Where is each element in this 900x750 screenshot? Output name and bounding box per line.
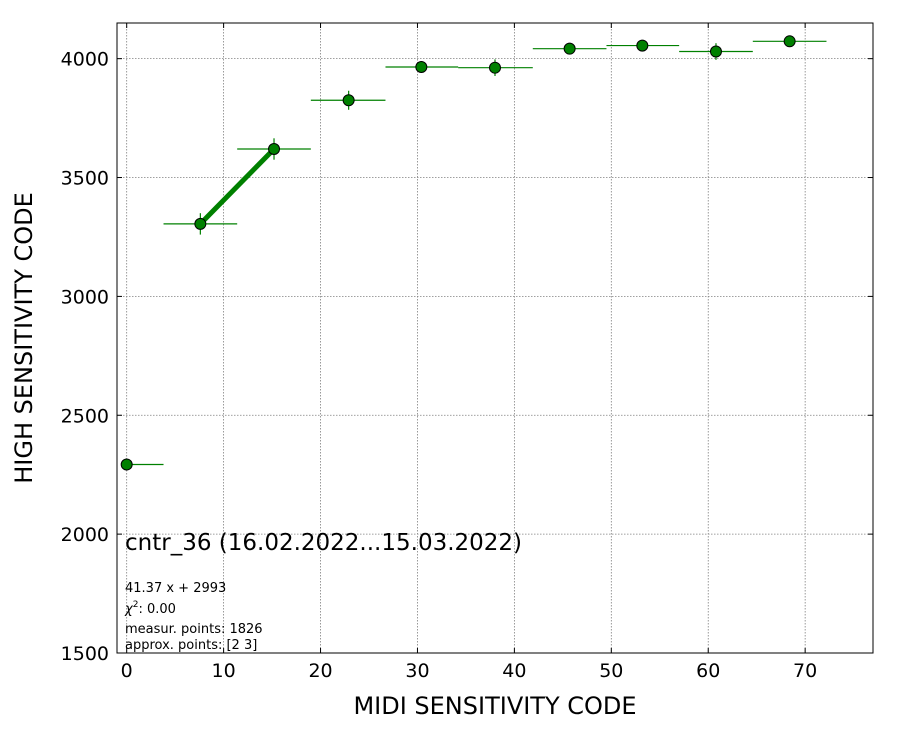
x-tick-label: 20 <box>308 660 332 682</box>
error-bars <box>126 37 827 466</box>
x-tick-label: 70 <box>793 660 817 682</box>
chi-superscript: 2 <box>133 600 139 610</box>
fit-line-group <box>198 147 276 226</box>
annotation-approx-points: approx. points: [2 3] <box>125 638 257 653</box>
y-tick-label: 3000 <box>61 286 109 308</box>
x-tick-label: 10 <box>212 660 236 682</box>
data-point <box>415 60 428 73</box>
y-tick-label: 1500 <box>61 643 109 665</box>
chi-value: : 0.00 <box>138 602 175 617</box>
chi-symbol: χ <box>124 602 134 617</box>
y-tick-label: 4000 <box>61 49 109 71</box>
data-point <box>342 94 355 107</box>
annotation-fit-equation: 41.37 x + 2993 <box>125 581 226 596</box>
axis-ticks <box>117 23 873 654</box>
tick-labels: 0 10 20 30 40 50 60 70 1500 2000 2500 3000 3500 4000 <box>61 49 818 682</box>
x-tick-label: 60 <box>696 660 720 682</box>
y-axis-label: HIGH SENSITIVITY CODE <box>10 192 38 484</box>
y-tick-label: 3500 <box>61 168 109 190</box>
data-point <box>120 458 133 471</box>
x-tick-label: 30 <box>405 660 429 682</box>
y-tick-label: 2500 <box>61 405 109 427</box>
annotation-measur-points: measur. points: 1826 <box>125 622 263 637</box>
data-point <box>268 143 281 155</box>
x-tick-label: 50 <box>599 660 623 682</box>
x-tick-label: 0 <box>121 660 133 682</box>
annotation-title: cntr_36 (16.02.2022...15.03.2022) <box>125 530 522 556</box>
data-point <box>636 39 649 52</box>
annotation-chi-squared: χ2: 0.00 <box>124 600 176 617</box>
data-point <box>783 35 796 48</box>
y-tick-label: 2000 <box>61 524 109 546</box>
data-point <box>709 45 722 58</box>
plot-frame <box>116 22 874 654</box>
grid <box>117 23 873 654</box>
fit-line <box>198 147 276 226</box>
data-point <box>563 42 576 55</box>
x-tick-label: 40 <box>502 660 526 682</box>
data-point <box>194 217 207 230</box>
x-axis-label: MIDI SENSITIVITY CODE <box>353 692 636 720</box>
data-point <box>489 61 501 74</box>
data-points <box>120 35 796 471</box>
